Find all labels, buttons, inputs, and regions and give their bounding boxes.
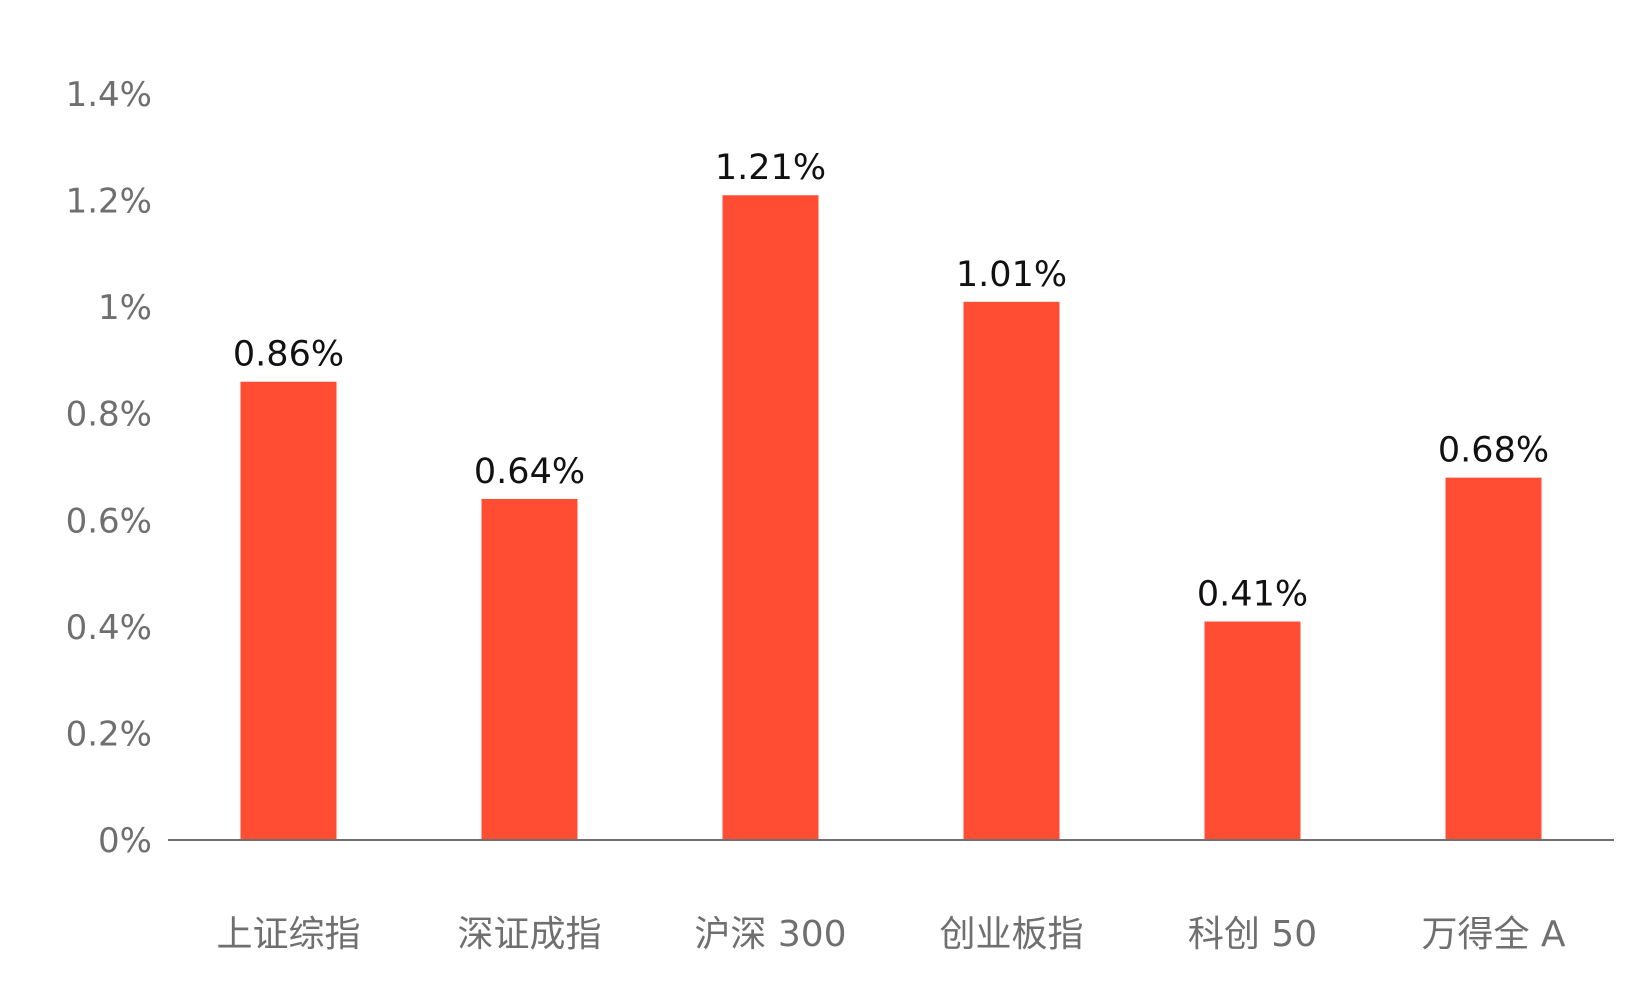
data-labels: 0.86% 0.64% 1.21% 1.01% 0.41% 0.68% — [233, 148, 1549, 614]
y-tick-label: 0.8% — [66, 395, 152, 435]
data-label: 0.64% — [474, 452, 585, 492]
x-tick-label: 上证综指 — [216, 914, 360, 955]
bar — [1445, 477, 1542, 840]
x-tick-label: 深证成指 — [457, 914, 601, 955]
x-tick-label: 万得全 A — [1421, 914, 1565, 955]
y-tick-label: 1% — [98, 288, 152, 328]
data-label: 0.41% — [1197, 575, 1308, 615]
bar — [481, 498, 578, 840]
y-tick-label: 0.6% — [66, 501, 152, 541]
y-tick-label: 0.4% — [66, 608, 152, 648]
y-tick-label: 0.2% — [66, 714, 152, 754]
data-label: 0.68% — [1438, 431, 1549, 471]
x-axis: 上证综指 深证成指 沪深 300 创业板指 科创 50 万得全 A — [216, 914, 1565, 955]
bars — [240, 195, 1542, 840]
bar — [722, 195, 819, 840]
bar — [1204, 621, 1301, 840]
data-label: 0.86% — [233, 335, 344, 375]
y-tick-label: 1.2% — [66, 182, 152, 222]
bar — [963, 301, 1060, 840]
data-label: 1.01% — [956, 255, 1067, 295]
x-tick-label: 创业板指 — [939, 914, 1083, 955]
data-label: 1.21% — [715, 148, 826, 188]
y-tick-label: 0% — [98, 821, 152, 861]
x-tick-label: 沪深 300 — [694, 914, 846, 955]
bar — [240, 381, 337, 840]
y-tick-label: 1.4% — [66, 75, 152, 115]
x-tick-label: 科创 50 — [1188, 914, 1317, 955]
y-axis: 0% 0.2% 0.4% 0.6% 0.8% 1% 1.2% 1.4% — [66, 75, 152, 861]
